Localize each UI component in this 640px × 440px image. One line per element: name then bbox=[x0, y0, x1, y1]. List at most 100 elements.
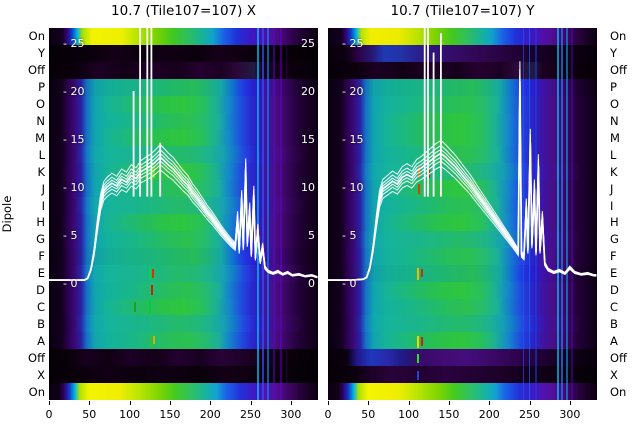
dipole-row-label-right: X bbox=[610, 367, 618, 382]
rfi-dash bbox=[421, 268, 424, 278]
rfi-stripe bbox=[267, 28, 270, 400]
heatmap-row-b-17 bbox=[49, 315, 318, 333]
dipole-row-label-right: E bbox=[610, 266, 618, 281]
inner-db-tick-left: - 25 bbox=[342, 37, 364, 50]
x-axis-tick-label: 50 bbox=[82, 408, 97, 421]
x-axis-tick bbox=[210, 401, 212, 405]
dipole-trace bbox=[328, 87, 597, 281]
rfi-dash bbox=[416, 354, 419, 363]
dipole-row-label-left: E bbox=[37, 266, 45, 281]
spectra-overlay bbox=[49, 28, 318, 281]
inner-db-tick-right: 25 bbox=[301, 37, 315, 50]
dipole-row-label-right: I bbox=[610, 198, 614, 213]
inner-db-tick-left: - 5 bbox=[63, 229, 78, 242]
dipole-row-label-right: M bbox=[610, 130, 620, 145]
inner-db-tick-left: - 20 bbox=[63, 85, 85, 98]
dipole-row-label-right: O bbox=[610, 97, 620, 112]
panel-y-title: 10.7 (Tile107=107) Y bbox=[390, 3, 535, 19]
dipole-trace bbox=[328, 61, 597, 281]
inner-db-tick-right: 5 bbox=[308, 229, 315, 242]
dipole-row-label-right: On bbox=[610, 384, 627, 399]
dipole-row-label-right: C bbox=[610, 300, 619, 314]
heatmap-row-e-14 bbox=[49, 264, 318, 283]
heatmap-row-on-0 bbox=[49, 28, 318, 46]
heatmap-row-n-5 bbox=[49, 112, 318, 130]
x-axis-tick-label: 0 bbox=[324, 408, 332, 421]
rfi-stripe bbox=[556, 28, 559, 400]
rfi-stripe bbox=[566, 28, 569, 400]
heatmap-row-c-16 bbox=[49, 298, 318, 316]
dipole-row-label-right: On bbox=[610, 29, 627, 44]
dipole-row-label-right: G bbox=[610, 232, 619, 247]
dipole-row-label-left: P bbox=[38, 80, 45, 95]
inner-db-tick-left: - 20 bbox=[342, 85, 364, 98]
heatmap-row-a-18 bbox=[49, 332, 318, 350]
x-axis-tick-label: 300 bbox=[280, 408, 302, 421]
dipole-row-label-right: N bbox=[610, 114, 619, 128]
x-axis-tick-label: 100 bbox=[398, 408, 420, 421]
dipole-row-label-left: H bbox=[36, 215, 45, 230]
heatmap-row-p-3 bbox=[49, 78, 318, 97]
inner-db-tick-right: 0 bbox=[308, 277, 315, 290]
dipole-axis-label: Dipole bbox=[0, 195, 14, 233]
dipole-row-label-left: X bbox=[37, 367, 45, 382]
dipole-row-label-right: Off bbox=[610, 350, 627, 365]
heatmap-panel-x: - 25 25 - 20 20 - 15 15 - 10 10 - 5 5 - 0 0 bbox=[49, 28, 318, 400]
inner-db-tick-right: 20 bbox=[301, 85, 315, 98]
x-axis-tick-label: 50 bbox=[361, 408, 376, 421]
inner-db-tick-left: - 15 bbox=[63, 133, 85, 146]
dipole-row-label-left: J bbox=[41, 181, 45, 196]
rfi-stripe bbox=[522, 28, 525, 400]
rfi-stripe bbox=[279, 28, 282, 400]
heatmap-row-o-4 bbox=[49, 95, 318, 114]
heatmap-panel-y: - 25 - 20 - 15 - 10 - 5 - 0 bbox=[328, 28, 597, 400]
panel-x-title: 10.7 (Tile107=107) X bbox=[111, 3, 256, 19]
inner-db-tick-right: 15 bbox=[301, 133, 315, 146]
dipole-row-label-left: A bbox=[37, 333, 45, 348]
rfi-dash bbox=[153, 335, 156, 345]
rfi-dash bbox=[420, 337, 423, 346]
rfi-stripe bbox=[561, 28, 563, 400]
dipole-row-label-right: Off bbox=[610, 63, 627, 78]
inner-db-tick-left: - 5 bbox=[342, 229, 357, 242]
x-axis-tick bbox=[290, 401, 292, 405]
x-axis-tick bbox=[328, 401, 329, 405]
heatmap-row-j-9 bbox=[49, 180, 318, 198]
heatmap-row-i-10 bbox=[49, 197, 318, 215]
heatmap-row-d-15 bbox=[49, 281, 318, 300]
inner-db-tick-left: - 0 bbox=[63, 277, 78, 290]
x-axis-tick-label: 0 bbox=[45, 408, 53, 421]
heatmap-row-l-7 bbox=[49, 146, 318, 164]
rfi-stripe bbox=[571, 28, 573, 400]
dipole-row-label-right: A bbox=[610, 333, 618, 348]
heatmap-row-on-21 bbox=[49, 383, 318, 400]
dipole-trace bbox=[328, 93, 597, 281]
x-axis-tick-label: 150 bbox=[438, 408, 460, 421]
dipole-row-label-left: L bbox=[38, 147, 45, 162]
x-axis-tick-label: 100 bbox=[119, 408, 141, 421]
x-axis-tick bbox=[250, 401, 252, 405]
rfi-dash bbox=[134, 301, 136, 313]
dipole-row-label-right: B bbox=[610, 316, 618, 331]
dipole-trace bbox=[49, 164, 318, 281]
dipole-row-label-left: Off bbox=[28, 63, 45, 78]
dipole-row-label-right: D bbox=[610, 283, 619, 298]
x-axis-tick bbox=[489, 401, 491, 405]
x-axis-tick bbox=[408, 401, 410, 405]
x-axis-tick bbox=[529, 401, 531, 405]
heatmap-row-off-19 bbox=[49, 349, 318, 367]
x-axis-tick bbox=[49, 401, 50, 405]
x-axis-tick-label: 300 bbox=[559, 408, 581, 421]
x-axis-tick bbox=[448, 401, 450, 405]
dipole-row-label-left: M bbox=[35, 130, 45, 145]
dipole-row-label-left: N bbox=[36, 114, 45, 128]
dipole-row-label-left: Off bbox=[28, 350, 45, 365]
rfi-dash bbox=[148, 166, 151, 179]
dipole-row-label-right: Y bbox=[610, 46, 618, 61]
dipole-row-label-left: O bbox=[35, 97, 45, 112]
dipole-row-label-right: K bbox=[610, 164, 618, 179]
dipole-row-label-left: I bbox=[41, 198, 45, 213]
x-axis-tick-label: 200 bbox=[478, 408, 500, 421]
rfi-stripe bbox=[273, 28, 275, 400]
